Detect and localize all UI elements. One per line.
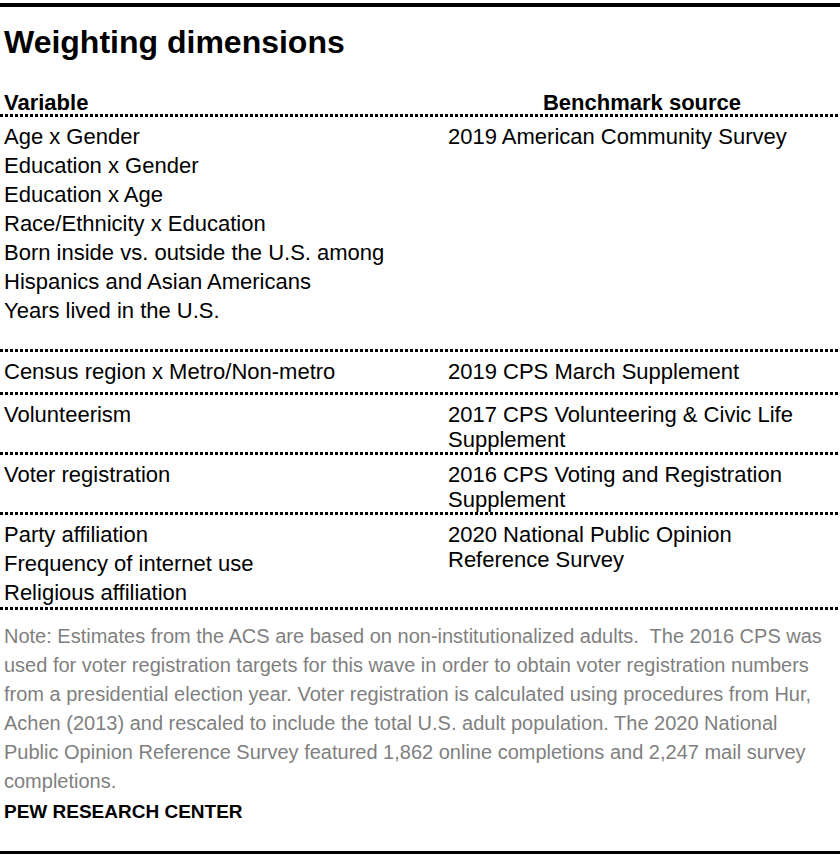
benchmark-source-cell: 2019 CPS March Supplement bbox=[448, 357, 836, 386]
table-row: Party affiliation Frequency of internet … bbox=[4, 515, 836, 607]
column-header-variable: Variable bbox=[4, 91, 448, 114]
weighting-dimensions-table: Weighting dimensions Variable Benchmark … bbox=[0, 24, 840, 823]
table-row: Age x Gender Education x Gender Educatio… bbox=[4, 117, 836, 349]
table-note: Note: Estimates from the ACS are based o… bbox=[4, 622, 836, 796]
column-header-benchmark-source: Benchmark source bbox=[448, 91, 836, 114]
table-row: Census region x Metro/Non-metro 2019 CPS… bbox=[4, 352, 836, 392]
benchmark-source-cell: 2020 National Public Opinion Reference S… bbox=[448, 520, 836, 607]
variable-cell: Age x Gender Education x Gender Educatio… bbox=[4, 122, 448, 325]
benchmark-source-cell: 2017 CPS Volunteering & Civic Life Suppl… bbox=[448, 400, 836, 452]
table-header-row: Variable Benchmark source bbox=[4, 91, 836, 114]
table-row: Volunteerism 2017 CPS Volunteering & Civ… bbox=[4, 395, 836, 452]
top-rule bbox=[0, 3, 840, 7]
table-row: Voter registration 2016 CPS Voting and R… bbox=[4, 455, 836, 512]
pew-research-center-label: PEW RESEARCH CENTER bbox=[4, 801, 836, 823]
variable-cell: Voter registration bbox=[4, 460, 448, 512]
variable-cell: Party affiliation Frequency of internet … bbox=[4, 520, 448, 607]
page-title: Weighting dimensions bbox=[4, 24, 836, 60]
bottom-rule bbox=[0, 851, 840, 854]
row-divider bbox=[0, 607, 840, 610]
benchmark-source-cell: 2019 American Community Survey bbox=[448, 122, 836, 325]
benchmark-source-cell: 2016 CPS Voting and Registration Supplem… bbox=[448, 460, 836, 512]
variable-cell: Census region x Metro/Non-metro bbox=[4, 357, 448, 386]
variable-cell: Volunteerism bbox=[4, 400, 448, 452]
